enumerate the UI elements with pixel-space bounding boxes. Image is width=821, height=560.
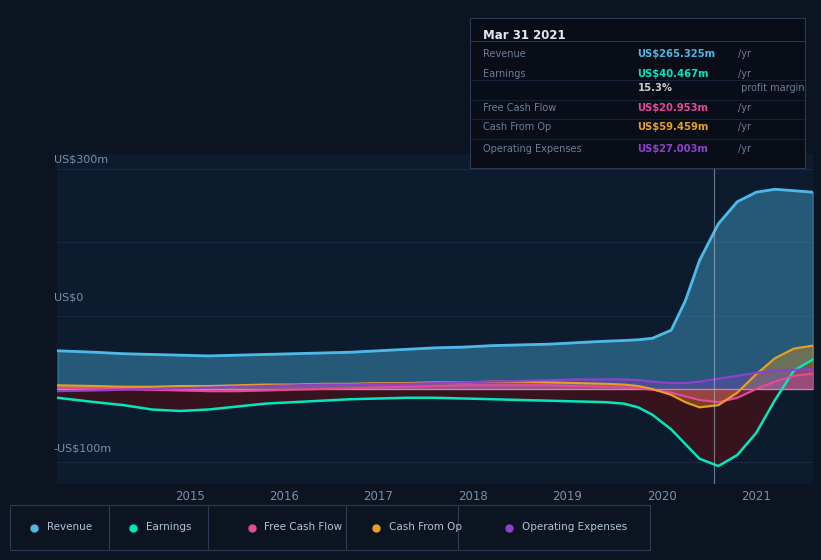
- Text: Operating Expenses: Operating Expenses: [522, 522, 627, 533]
- Text: -US$100m: -US$100m: [53, 443, 112, 453]
- Text: /yr: /yr: [738, 103, 751, 113]
- Text: US$27.003m: US$27.003m: [637, 143, 709, 153]
- Text: Free Cash Flow: Free Cash Flow: [264, 522, 342, 533]
- Text: US$0: US$0: [53, 293, 83, 303]
- Text: US$40.467m: US$40.467m: [637, 68, 709, 78]
- Text: Revenue: Revenue: [47, 522, 92, 533]
- Text: Mar 31 2021: Mar 31 2021: [484, 29, 566, 41]
- Text: /yr: /yr: [738, 49, 751, 59]
- Text: Operating Expenses: Operating Expenses: [484, 143, 582, 153]
- Text: Earnings: Earnings: [146, 522, 191, 533]
- Text: Free Cash Flow: Free Cash Flow: [484, 103, 557, 113]
- Text: Cash From Op: Cash From Op: [484, 123, 552, 133]
- Text: /yr: /yr: [738, 143, 751, 153]
- Text: Earnings: Earnings: [484, 68, 526, 78]
- Text: US$300m: US$300m: [53, 154, 108, 164]
- Text: Revenue: Revenue: [484, 49, 526, 59]
- Text: Cash From Op: Cash From Op: [389, 522, 462, 533]
- Text: /yr: /yr: [738, 68, 751, 78]
- Text: /yr: /yr: [738, 123, 751, 133]
- Text: profit margin: profit margin: [738, 83, 805, 93]
- Text: 15.3%: 15.3%: [637, 83, 672, 93]
- Text: US$20.953m: US$20.953m: [637, 103, 709, 113]
- Text: US$265.325m: US$265.325m: [637, 49, 716, 59]
- Text: US$59.459m: US$59.459m: [637, 123, 709, 133]
